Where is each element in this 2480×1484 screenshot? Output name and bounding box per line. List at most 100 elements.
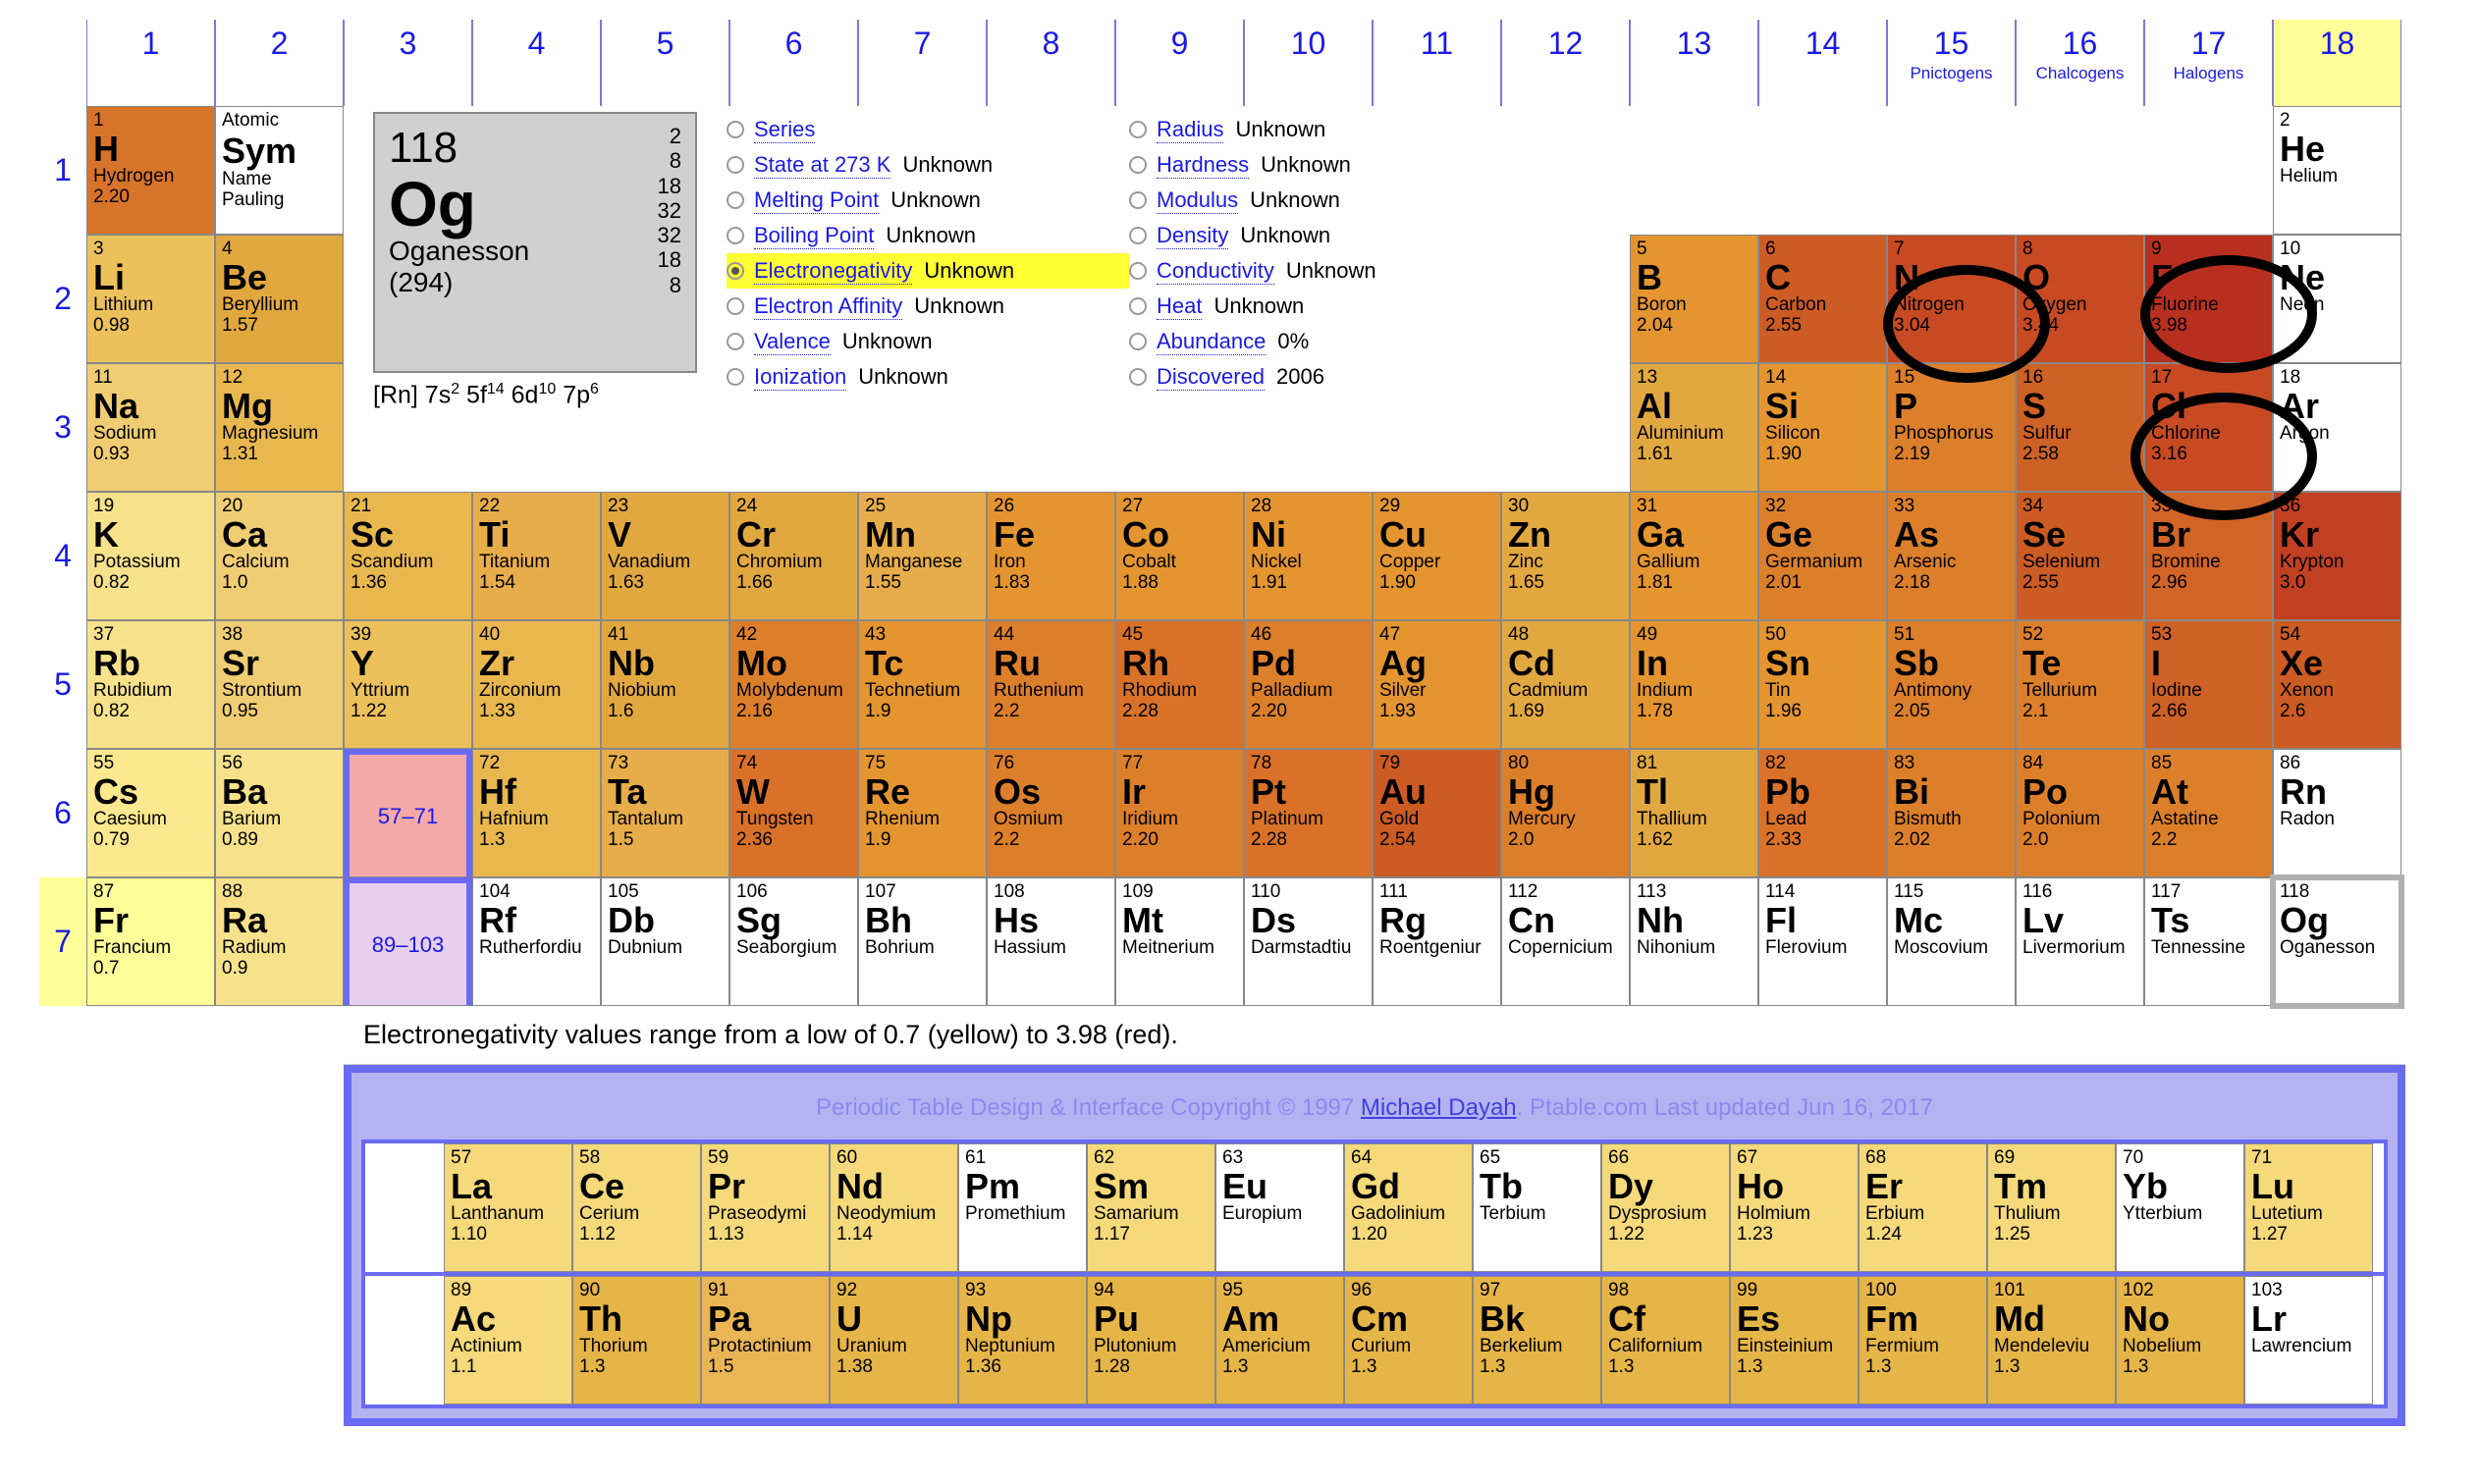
element-Mg[interactable]: 12MgMagnesium1.31	[215, 363, 344, 492]
element-Ar[interactable]: 18ArArgon	[2273, 363, 2401, 492]
element-Na[interactable]: 11NaSodium0.93	[86, 363, 215, 492]
period-label-7[interactable]: 7	[39, 877, 86, 1006]
element-Li[interactable]: 3LiLithium0.98	[86, 235, 215, 363]
element-Ru[interactable]: 44RuRuthenium2.2	[987, 620, 1115, 749]
element-Cd[interactable]: 48CdCadmium1.69	[1501, 620, 1630, 749]
element-Mn[interactable]: 25MnManganese1.55	[858, 492, 987, 620]
element-Md[interactable]: 101MdMendeleviu1.3	[1987, 1276, 2116, 1404]
element-He[interactable]: 2HeHelium	[2273, 106, 2401, 235]
period-label-2[interactable]: 2	[39, 235, 86, 363]
element-Lv[interactable]: 116LvLivermorium	[2016, 877, 2144, 1006]
element-Cl[interactable]: 17ClChlorine3.16	[2144, 363, 2273, 492]
element-Pu[interactable]: 94PuPlutonium1.28	[1087, 1276, 1215, 1404]
group-header-7[interactable]: 7	[858, 20, 987, 106]
group-header-13[interactable]: 13	[1630, 20, 1758, 106]
element-Ra[interactable]: 88RaRadium0.9	[215, 877, 344, 1006]
author-link[interactable]: Michael Dayah	[1361, 1094, 1517, 1121]
element-Os[interactable]: 76OsOsmium2.2	[987, 749, 1115, 877]
element-Ts[interactable]: 117TsTennessine	[2144, 877, 2273, 1006]
element-Ni[interactable]: 28NiNickel1.91	[1244, 492, 1373, 620]
period-label-1[interactable]: 1	[39, 106, 86, 235]
element-Hg[interactable]: 80HgMercury2.0	[1501, 749, 1630, 877]
element-F[interactable]: 9FFluorine3.98	[2144, 235, 2273, 363]
element-Th[interactable]: 90ThThorium1.3	[572, 1276, 701, 1404]
element-H[interactable]: 1HHydrogen2.20	[86, 106, 215, 235]
element-S[interactable]: 16SSulfur2.58	[2016, 363, 2144, 492]
element-Sc[interactable]: 21ScScandium1.36	[344, 492, 472, 620]
element-Lu[interactable]: 71LuLutetium1.27	[2244, 1143, 2373, 1272]
element-N[interactable]: 7NNitrogen3.04	[1887, 235, 2016, 363]
element-P[interactable]: 15PPhosphorus2.19	[1887, 363, 2016, 492]
element-Po[interactable]: 84PoPolonium2.0	[2016, 749, 2144, 877]
element-Rg[interactable]: 111RgRoentgeniur	[1373, 877, 1501, 1006]
element-Cn[interactable]: 112CnCopernicium	[1501, 877, 1630, 1006]
prop-density[interactable]: DensityUnknown	[1129, 218, 1532, 253]
element-Ge[interactable]: 32GeGermanium2.01	[1758, 492, 1887, 620]
period-label-6[interactable]: 6	[39, 749, 86, 877]
period-label-3[interactable]: 3	[39, 363, 86, 492]
element-Db[interactable]: 105DbDubnium	[601, 877, 729, 1006]
element-Ag[interactable]: 47AgSilver1.93	[1373, 620, 1501, 749]
element-Rf[interactable]: 104RfRutherfordiu	[472, 877, 601, 1006]
element-Te[interactable]: 52TeTellurium2.1	[2016, 620, 2144, 749]
element-Pb[interactable]: 82PbLead2.33	[1758, 749, 1887, 877]
element-Cm[interactable]: 96CmCurium1.3	[1344, 1276, 1473, 1404]
element-Re[interactable]: 75ReRhenium1.9	[858, 749, 987, 877]
element-Fl[interactable]: 114FlFlerovium	[1758, 877, 1887, 1006]
element-Fm[interactable]: 100FmFermium1.3	[1859, 1276, 1987, 1404]
element-Fe[interactable]: 26FeIron1.83	[987, 492, 1115, 620]
element-In[interactable]: 49InIndium1.78	[1630, 620, 1758, 749]
element-W[interactable]: 74WTungsten2.36	[729, 749, 858, 877]
element-Br[interactable]: 35BrBromine2.96	[2144, 492, 2273, 620]
element-Ta[interactable]: 73TaTantalum1.5	[601, 749, 729, 877]
element-I[interactable]: 53IIodine2.66	[2144, 620, 2273, 749]
element-Bi[interactable]: 83BiBismuth2.02	[1887, 749, 2016, 877]
element-Zr[interactable]: 40ZrZirconium1.33	[472, 620, 601, 749]
prop-boiling-point[interactable]: Boiling PointUnknown	[727, 218, 1129, 253]
element-Pr[interactable]: 59PrPraseodymi1.13	[701, 1143, 830, 1272]
element-C[interactable]: 6CCarbon2.55	[1758, 235, 1887, 363]
element-Nb[interactable]: 41NbNiobium1.6	[601, 620, 729, 749]
range-89–103[interactable]: 89–103	[344, 877, 472, 1006]
element-Hs[interactable]: 108HsHassium	[987, 877, 1115, 1006]
group-header-11[interactable]: 11	[1373, 20, 1501, 106]
element-Tl[interactable]: 81TlThallium1.62	[1630, 749, 1758, 877]
element-Og[interactable]: 118OgOganesson	[2273, 877, 2401, 1006]
group-header-15[interactable]: 15Pnictogens	[1887, 20, 2016, 106]
group-header-9[interactable]: 9	[1115, 20, 1244, 106]
element-Al[interactable]: 13AlAluminium1.61	[1630, 363, 1758, 492]
element-Cu[interactable]: 29CuCopper1.90	[1373, 492, 1501, 620]
element-Dy[interactable]: 66DyDysprosium1.22	[1601, 1143, 1730, 1272]
element-Ca[interactable]: 20CaCalcium1.0	[215, 492, 344, 620]
prop-hardness[interactable]: HardnessUnknown	[1129, 147, 1532, 183]
prop-electronegativity[interactable]: ElectronegativityUnknown	[727, 253, 1129, 289]
prop-series[interactable]: Series	[727, 112, 1129, 147]
element-Eu[interactable]: 63EuEuropium	[1215, 1143, 1344, 1272]
prop-state-at-273-k[interactable]: State at 273 KUnknown	[727, 147, 1129, 183]
group-header-6[interactable]: 6	[729, 20, 858, 106]
group-header-16[interactable]: 16Chalcogens	[2016, 20, 2144, 106]
element-Si[interactable]: 14SiSilicon1.90	[1758, 363, 1887, 492]
element-Au[interactable]: 79AuGold2.54	[1373, 749, 1501, 877]
element-Ho[interactable]: 67HoHolmium1.23	[1730, 1143, 1859, 1272]
prop-electron-affinity[interactable]: Electron AffinityUnknown	[727, 289, 1129, 324]
element-Am[interactable]: 95AmAmericium1.3	[1215, 1276, 1344, 1404]
element-Cr[interactable]: 24CrChromium1.66	[729, 492, 858, 620]
group-header-2[interactable]: 2	[215, 20, 344, 106]
element-Yb[interactable]: 70YbYtterbium	[2116, 1143, 2244, 1272]
element-Tc[interactable]: 43TcTechnetium1.9	[858, 620, 987, 749]
element-Sn[interactable]: 50SnTin1.96	[1758, 620, 1887, 749]
prop-melting-point[interactable]: Melting PointUnknown	[727, 183, 1129, 218]
element-Be[interactable]: 4BeBeryllium1.57	[215, 235, 344, 363]
element-Gd[interactable]: 64GdGadolinium1.20	[1344, 1143, 1473, 1272]
prop-ionization[interactable]: IonizationUnknown	[727, 359, 1129, 395]
group-header-1[interactable]: 1	[86, 20, 215, 106]
element-Pd[interactable]: 46PdPalladium2.20	[1244, 620, 1373, 749]
prop-modulus[interactable]: ModulusUnknown	[1129, 183, 1532, 218]
element-Rn[interactable]: 86RnRadon	[2273, 749, 2401, 877]
element-Er[interactable]: 68ErErbium1.24	[1859, 1143, 1987, 1272]
element-Tm[interactable]: 69TmThulium1.25	[1987, 1143, 2116, 1272]
element-Pt[interactable]: 78PtPlatinum2.28	[1244, 749, 1373, 877]
group-header-10[interactable]: 10	[1244, 20, 1373, 106]
prop-valence[interactable]: ValenceUnknown	[727, 324, 1129, 359]
